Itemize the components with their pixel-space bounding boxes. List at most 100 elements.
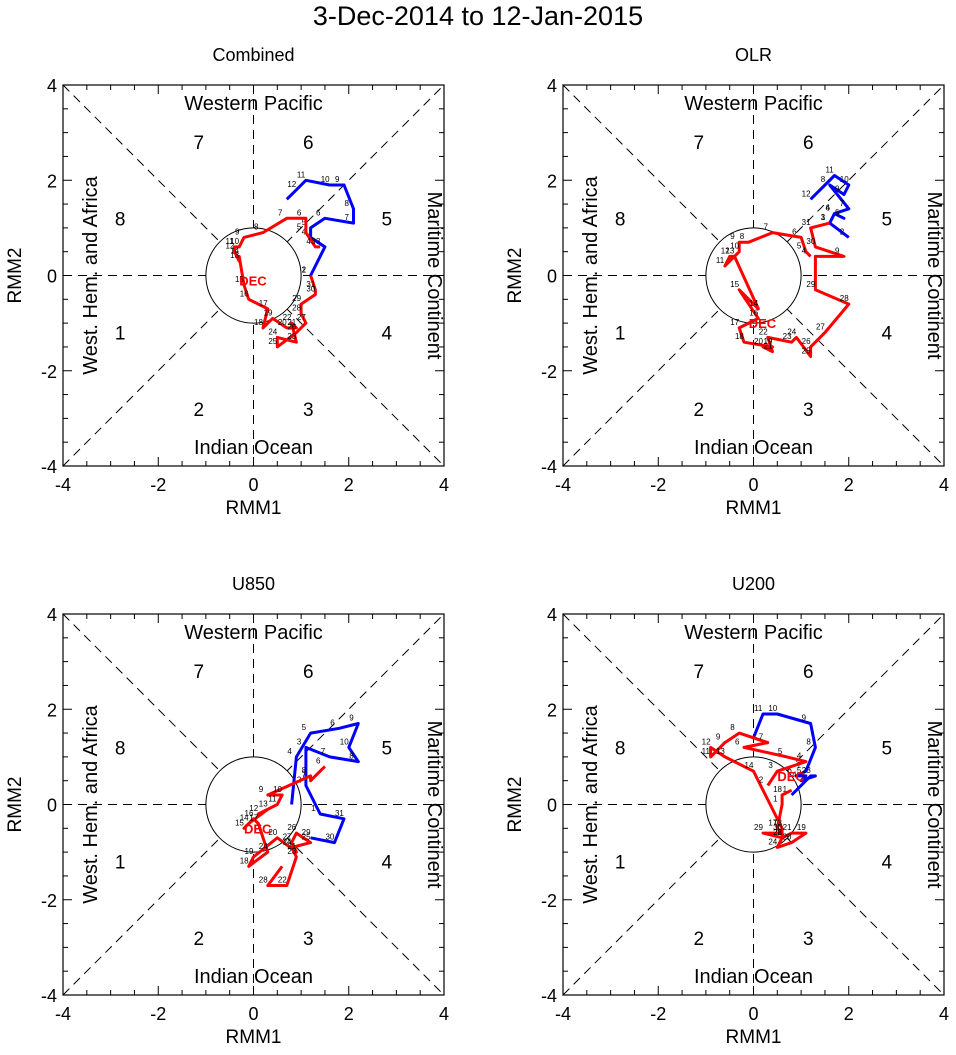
day-label: 10 [321, 175, 330, 184]
day-label: 8 [254, 223, 259, 232]
day-label: 5 [778, 747, 783, 756]
day-label: 6 [330, 718, 335, 727]
day-label: 6 [825, 204, 830, 213]
day-label: 23 [783, 332, 792, 341]
day-label: 11 [225, 237, 234, 246]
day-label: 27 [283, 833, 292, 842]
day-label: 30 [306, 285, 315, 294]
region-label-bottom: Indian Ocean [694, 437, 813, 459]
phase-number-6: 6 [803, 133, 814, 154]
x-tick-label: 0 [248, 1004, 258, 1024]
day-label: 18 [735, 332, 744, 341]
phase-number-4: 4 [882, 853, 893, 874]
x-tick-label: 4 [939, 475, 949, 495]
phase-number-7: 7 [193, 133, 204, 154]
series-line-nov [285, 178, 355, 277]
series-line-dec [242, 765, 326, 887]
phase-number-2: 2 [693, 400, 704, 421]
day-label: 17 [730, 318, 739, 327]
region-label-bottom: Indian Ocean [194, 437, 313, 459]
region-label-left: West. Hem. and Africa [80, 704, 102, 903]
day-label: 8 [302, 766, 307, 775]
day-label: 24 [283, 837, 292, 846]
y-tick-label: 4 [47, 605, 57, 625]
day-label: 23 [287, 847, 296, 856]
day-label: 12 [225, 242, 234, 251]
day-label: 22 [283, 313, 292, 322]
day-label: 31 [802, 218, 811, 227]
region-label-top: Western Pacific [684, 93, 823, 115]
day-label: 12 [702, 737, 711, 746]
y-tick-label: -2 [41, 362, 57, 382]
day-label: 1 [773, 795, 778, 804]
y-tick-label: -4 [541, 457, 557, 477]
day-label: 8 [821, 175, 826, 184]
y-tick-label: 2 [47, 700, 57, 720]
day-label: 9 [835, 246, 840, 255]
phase-number-3: 3 [803, 929, 814, 950]
day-label: 17 [259, 299, 268, 308]
day-label: 9 [835, 185, 840, 194]
x-tick-label: 2 [344, 1004, 354, 1024]
day-label: 16 [240, 289, 249, 298]
y-tick-label: 2 [547, 171, 557, 191]
phase-number-3: 3 [303, 400, 314, 421]
y-tick-label: 2 [47, 171, 57, 191]
day-label: 25 [802, 346, 811, 355]
x-tick-label: -2 [150, 1004, 166, 1024]
phase-number-8: 8 [615, 209, 626, 230]
day-label: 11 [754, 704, 763, 713]
phase-number-2: 2 [193, 400, 204, 421]
month-label: DEC [239, 273, 267, 288]
day-label: 17 [249, 814, 258, 823]
day-label: 6 [297, 208, 302, 217]
day-label: 11 [716, 256, 725, 265]
x-tick-label: -4 [55, 1004, 71, 1024]
day-label: 3 [806, 766, 811, 775]
day-label: 3 [316, 237, 321, 246]
unit-circle [705, 227, 802, 324]
day-label: 22 [278, 875, 287, 884]
day-label: 15 [235, 275, 244, 284]
day-label: 6 [316, 756, 321, 765]
day-label: 10 [840, 175, 849, 184]
day-label: 28 [840, 294, 849, 303]
day-label: 6 [787, 766, 792, 775]
day-label: 25 [268, 337, 277, 346]
day-label: 9 [259, 785, 264, 794]
day-label: 7 [321, 747, 326, 756]
y-axis-label: RMM2 [5, 248, 26, 304]
day-label: 14 [230, 246, 239, 255]
day-label: 11 [268, 795, 277, 804]
day-label: 5 [835, 208, 840, 217]
day-label: 4 [802, 246, 807, 255]
day-label: 31 [306, 280, 315, 289]
phase-number-6: 6 [803, 662, 814, 683]
day-label: 2 [802, 766, 807, 775]
day-label: 7 [278, 208, 283, 217]
panel-title: Combined [212, 45, 294, 65]
y-tick-label: -2 [541, 362, 557, 382]
day-label: 10 [230, 237, 239, 246]
day-label: 2 [840, 227, 845, 236]
y-axis-label: RMM2 [505, 777, 526, 833]
day-label: 16 [749, 308, 758, 317]
y-tick-label: 4 [547, 76, 557, 96]
day-label: 18 [773, 785, 782, 794]
day-label: 24 [768, 837, 777, 846]
region-label-bottom: Indian Ocean [194, 966, 313, 988]
day-label: 9 [235, 227, 240, 236]
day-label: 26 [287, 823, 296, 832]
day-label: 18 [240, 856, 249, 865]
phase-number-2: 2 [693, 929, 704, 950]
day-label: 4 [302, 227, 307, 236]
day-label: 1 [821, 213, 826, 222]
x-tick-label: -4 [55, 475, 71, 495]
day-label: 6 [316, 208, 321, 217]
day-label: 9 [730, 232, 735, 241]
phase-number-8: 8 [615, 738, 626, 759]
day-label: 4 [825, 204, 830, 213]
day-label: 2 [302, 266, 307, 275]
x-tick-label: -4 [555, 1004, 571, 1024]
